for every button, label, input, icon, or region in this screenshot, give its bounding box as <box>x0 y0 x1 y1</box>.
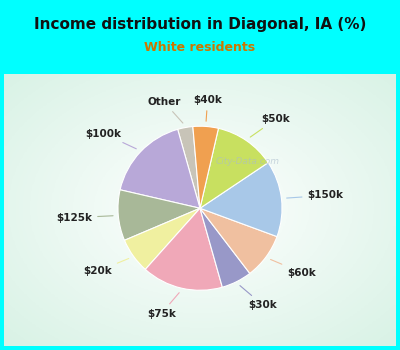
Text: $150k: $150k <box>287 190 344 201</box>
Wedge shape <box>200 208 277 273</box>
Wedge shape <box>193 126 218 208</box>
Text: White residents: White residents <box>144 41 256 54</box>
Text: $125k: $125k <box>56 213 113 223</box>
Wedge shape <box>145 208 222 290</box>
Text: $20k: $20k <box>83 259 129 276</box>
Wedge shape <box>124 208 200 270</box>
Text: Income distribution in Diagonal, IA (%): Income distribution in Diagonal, IA (%) <box>34 17 366 32</box>
Text: $75k: $75k <box>147 293 179 319</box>
Wedge shape <box>200 163 282 237</box>
Text: $40k: $40k <box>193 95 222 121</box>
Text: $60k: $60k <box>270 259 316 278</box>
Text: $30k: $30k <box>240 286 277 310</box>
Text: Other: Other <box>147 97 183 123</box>
Wedge shape <box>120 129 200 208</box>
Wedge shape <box>178 127 200 208</box>
Wedge shape <box>200 208 250 287</box>
Wedge shape <box>118 190 200 240</box>
Text: $50k: $50k <box>250 114 290 137</box>
Wedge shape <box>200 128 268 208</box>
Text: $100k: $100k <box>86 128 136 149</box>
Text: City-Data.com: City-Data.com <box>215 156 279 166</box>
